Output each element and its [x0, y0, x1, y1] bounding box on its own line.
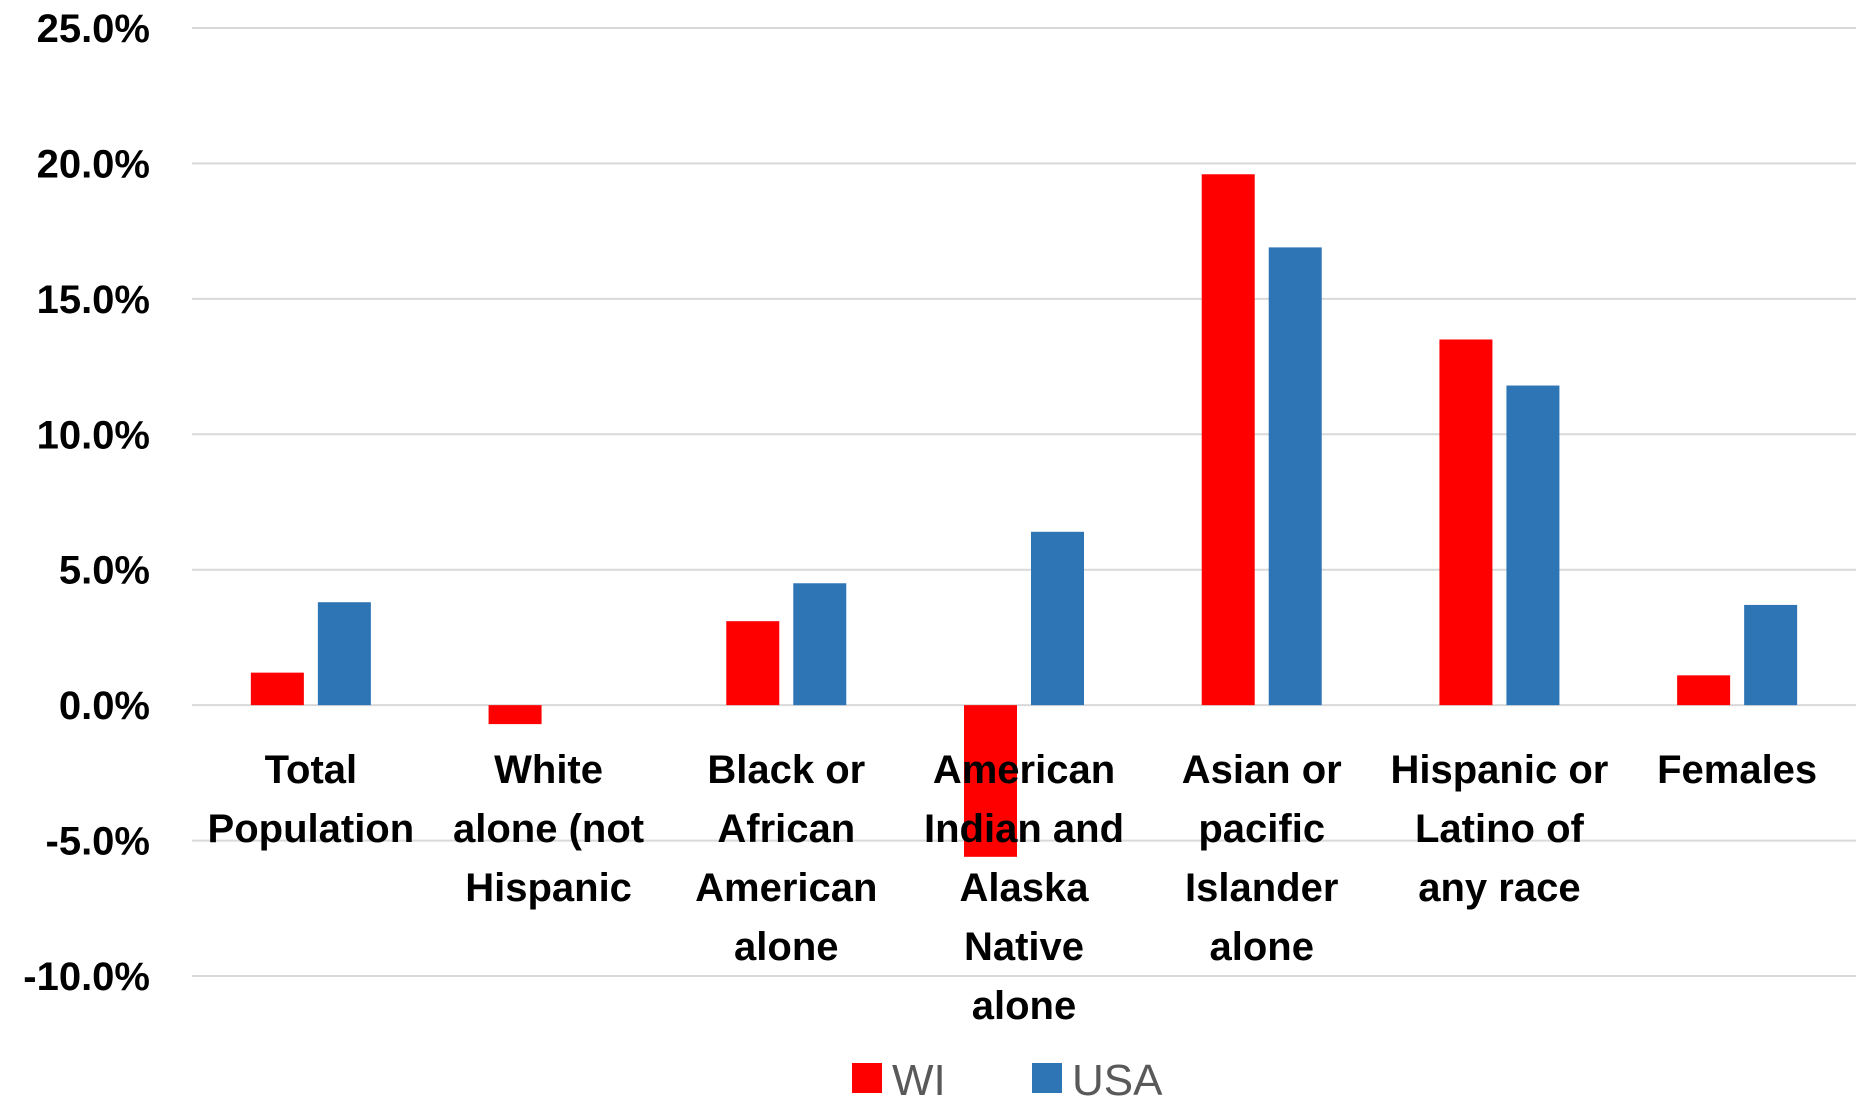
- bar-wi: [1201, 174, 1255, 706]
- x-category-label-line: Total: [265, 748, 358, 792]
- bar-wi: [964, 705, 1017, 857]
- x-category-label-line: Population: [208, 807, 415, 851]
- x-category-label-line: Alaska: [960, 866, 1090, 910]
- x-category-label-line: Indian and: [924, 807, 1124, 851]
- x-category-label-line: alone: [1209, 925, 1313, 969]
- bar-usa: [793, 583, 847, 706]
- bar-wi: [250, 672, 304, 706]
- x-category-label-line: alone: [972, 984, 1076, 1028]
- x-category-label-line: White: [494, 748, 603, 792]
- x-category-label-line: American: [933, 748, 1115, 792]
- x-category-label-line: Islander: [1185, 866, 1338, 910]
- x-category-label-line: any race: [1418, 866, 1580, 910]
- bar-wi: [1439, 339, 1493, 706]
- bar-wi: [488, 705, 542, 725]
- x-category-label: American Indian and Alaska Native alone: [924, 748, 1124, 1028]
- y-tick-label: -5.0%: [46, 820, 151, 864]
- y-tick-label: 5.0%: [59, 549, 150, 593]
- x-category-label-line: Black or: [707, 748, 865, 792]
- x-category-label-line: alone: [734, 925, 838, 969]
- bar-usa: [1506, 385, 1560, 706]
- y-tick-label: 15.0%: [37, 278, 150, 322]
- x-category-label-line: Native: [964, 925, 1084, 969]
- x-category-label: Females: [1657, 748, 1817, 792]
- legend-swatch-wi: [852, 1063, 882, 1093]
- x-category-label-line: Hispanic: [465, 866, 632, 910]
- bar-wi: [726, 621, 780, 706]
- bar-usa: [1744, 604, 1798, 706]
- y-tick-label: -10.0%: [23, 955, 150, 999]
- legend-swatch-usa: [1032, 1063, 1062, 1093]
- y-tick-label: 20.0%: [37, 142, 150, 186]
- x-category-label: Hispanic or Latino of any race: [1391, 748, 1609, 910]
- x-category-label: White alone (not Hispanic: [453, 748, 644, 910]
- x-category-label-line: pacific: [1198, 807, 1325, 851]
- x-category-label-line: Latino of: [1415, 807, 1585, 851]
- y-tick-label: 25.0%: [37, 7, 150, 51]
- legend: WI USA: [852, 1056, 1163, 1105]
- x-category-label-line: American: [695, 866, 877, 910]
- y-tick-label: 10.0%: [37, 413, 150, 457]
- x-category-label-line: African: [717, 807, 855, 851]
- x-category-label-line: alone (not: [453, 807, 644, 851]
- x-category-label: Total Population: [208, 748, 415, 851]
- x-category-label: Asian or pacific Islander alone: [1182, 748, 1342, 969]
- y-axis-tick-labels: 25.0% 20.0% 15.0% 10.0% 5.0% 0.0% -5.0% -10.0%: [23, 7, 150, 999]
- y-tick-label: 0.0%: [59, 684, 150, 728]
- bars: [250, 174, 1798, 857]
- bar-wi: [1677, 675, 1731, 706]
- x-axis-category-labels: Total Population White alone (not Hispanic Bl…: [208, 748, 1818, 1028]
- x-category-label: Black or African American alone: [695, 748, 877, 969]
- legend-label-wi: WI: [892, 1056, 946, 1105]
- x-category-label-line: Females: [1657, 748, 1817, 792]
- legend-label-usa: USA: [1072, 1056, 1163, 1105]
- bar-usa: [317, 602, 371, 706]
- bar-usa: [1268, 247, 1322, 706]
- gridlines: [192, 27, 1856, 977]
- bar-usa: [1031, 531, 1084, 706]
- x-category-label-line: Hispanic or: [1391, 748, 1609, 792]
- x-category-label-line: Asian or: [1182, 748, 1342, 792]
